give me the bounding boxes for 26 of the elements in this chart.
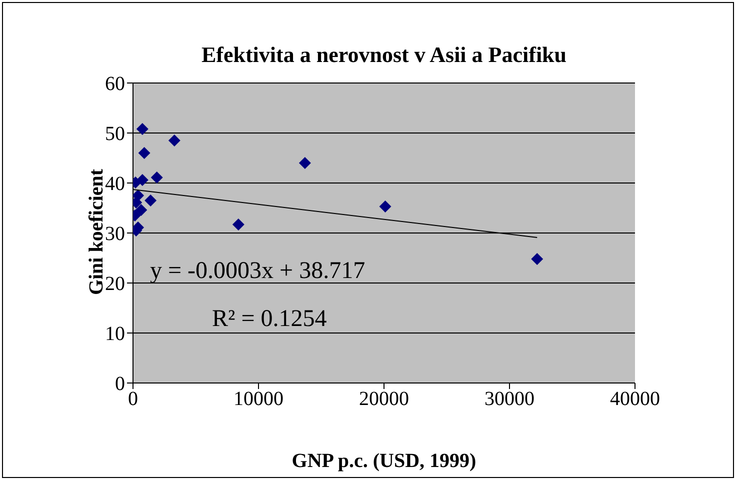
y-tick-label: 50 (105, 123, 125, 146)
annotation: y = -0.0003x + 38.717 (150, 258, 366, 285)
x-axis-title: GNP p.c. (USD, 1999) (290, 450, 478, 473)
point (138, 147, 150, 159)
point (379, 200, 392, 212)
point (144, 194, 157, 206)
y-tick-label: 60 (105, 73, 125, 96)
y-tick-label: 0 (115, 373, 125, 396)
annotation: R² = 0.1254 (212, 306, 327, 333)
chart-title: Efektivita a nerovnost v Asii a Pacifiku (200, 42, 568, 68)
y-tick-label: 30 (105, 223, 125, 246)
x-tick-label: 30000 (484, 388, 534, 410)
point (232, 218, 244, 230)
point (136, 174, 148, 186)
point (531, 253, 544, 265)
y-tick-label: 20 (105, 273, 125, 296)
point (135, 204, 148, 216)
point (150, 172, 163, 184)
x-tick-label: 10000 (234, 388, 284, 410)
y-tick-label: 10 (105, 323, 125, 346)
x-tick-label: 40000 (610, 388, 660, 410)
point (298, 157, 311, 169)
y-tick-label: 40 (105, 173, 125, 196)
point (136, 123, 148, 135)
point (168, 134, 180, 146)
x-tick-label: 20000 (359, 388, 409, 410)
